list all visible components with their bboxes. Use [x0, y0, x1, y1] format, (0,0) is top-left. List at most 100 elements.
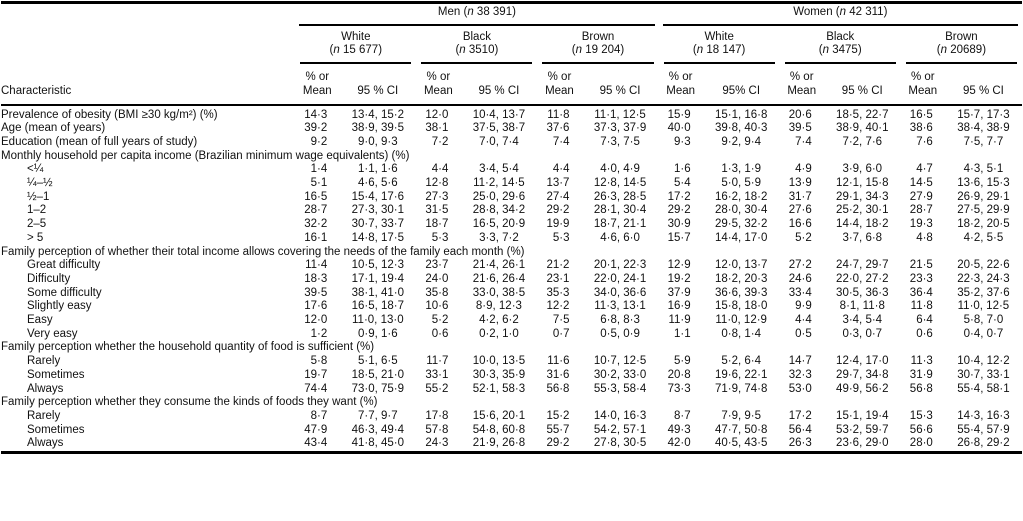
mean-value: 0·6 — [916, 327, 933, 340]
race-label: Black — [826, 30, 855, 43]
mean-value: 37·6 — [546, 122, 570, 135]
women-n-count: 42 311 — [849, 6, 884, 18]
ci-column-header: 95 % CI — [581, 64, 659, 106]
ci-value: 21·4, 26·1 — [472, 259, 526, 272]
ci-value: 7·5, 7·7 — [963, 135, 1004, 148]
ci-value: 0·8, 1·4 — [721, 327, 761, 340]
ci-value: 21·6, 26·4 — [472, 272, 526, 285]
row-label: Very easy — [27, 327, 78, 340]
ci-value: 10·0, 13·5 — [472, 355, 526, 368]
mean-value: 11·9 — [668, 314, 691, 327]
mean-value: 4·4 — [431, 163, 449, 176]
ci-value: 3·4, 5·4 — [479, 163, 519, 176]
ci-value: 3·7, 6·8 — [842, 231, 883, 244]
mean-value: 9·9 — [795, 300, 812, 313]
ci-value: 7·2, 7·6 — [842, 135, 883, 148]
mean-value: 31·9 — [909, 368, 933, 381]
mean-value: 56·8 — [909, 382, 933, 395]
ci-value: 12·0, 13·7 — [714, 259, 768, 272]
row-label: Prevalence of obesity (BMI ≥30 kg/m²) (%… — [1, 108, 218, 121]
mean-value: 1·1 — [674, 327, 691, 340]
ci-value: 5·1, 6·5 — [357, 355, 398, 368]
race-n-count: 19 204 — [585, 44, 621, 57]
ci-value: 36·6, 39·3 — [714, 286, 768, 299]
ci-value: 30·7, 33·1 — [957, 368, 1010, 381]
mean-value: 13·9 — [788, 177, 812, 190]
ci-value: 17·1, 19·4 — [351, 272, 405, 285]
table-row: Very easy 1·2 0·9, 1·6 0·6 0·2, 1·0 0·7 0·5, 0… — [1, 328, 1022, 342]
ci-value: 28·1, 30·4 — [593, 204, 647, 217]
mean-value: 53·0 — [788, 382, 812, 395]
mean-value: 4·8 — [916, 231, 933, 244]
mean-value: 7·6 — [916, 135, 933, 148]
ci-value: 19·6, 22·1 — [714, 368, 768, 381]
ci-value: 7·3, 7·5 — [600, 135, 640, 148]
mean-value: 24·0 — [425, 272, 449, 285]
mean-value: 27·2 — [788, 259, 812, 272]
ci-value: 20·5, 22·6 — [957, 259, 1010, 272]
ci-value: 22·0, 27·2 — [836, 272, 889, 285]
ci-value: 4·6, 6·0 — [600, 231, 640, 244]
mean-value: 7·2 — [431, 135, 449, 148]
ci-value: 22·0, 24·1 — [593, 272, 647, 285]
mean-value: 56·8 — [546, 382, 570, 395]
ci-value: 4·3, 5·1 — [963, 163, 1004, 176]
mean-value: 39·2 — [304, 122, 328, 135]
ci-value: 6·8, 8·3 — [600, 314, 640, 327]
ci-value: 35·2, 37·6 — [957, 286, 1010, 299]
mean-value: 33·4 — [788, 286, 812, 299]
ci-value: 30·2, 33·0 — [593, 368, 647, 381]
ci-value: 16·2, 18·2 — [714, 190, 768, 203]
mean-value: 11·8 — [547, 108, 570, 121]
ci-value: 54·8, 60·8 — [472, 423, 526, 436]
n-symbol: n — [467, 6, 474, 18]
ci-column-header: 95 % CI — [460, 64, 538, 106]
section-row: Family perception whether they consume t… — [1, 396, 1022, 410]
section-label: Family perception whether the household … — [1, 341, 375, 354]
women-black-header: Black (n 3475) — [780, 26, 901, 65]
row-label: Age (mean of years) — [1, 122, 106, 135]
ci-value: 73·0, 75·9 — [351, 382, 405, 395]
characteristics-table: Men (n 38 391) Women (n 42 311) White (n … — [1, 1, 1022, 455]
mean-value: 33·1 — [425, 368, 449, 381]
mean-value: 28·7 — [304, 204, 328, 217]
mean-value: 35·3 — [546, 286, 570, 299]
ci-value: 46·3, 49·4 — [351, 423, 405, 436]
mean-value: 32·2 — [304, 218, 328, 231]
table-row: Some difficulty 39·5 38·1, 41·0 35·8 33·0, 3… — [1, 287, 1022, 301]
ci-value: 18·2, 20·3 — [714, 272, 768, 285]
ci-value: 28·8, 34·2 — [472, 204, 526, 217]
table-row: 1–2 28·7 27·3, 30·1 31·5 28·8, 34·2 29·2 28·1,… — [1, 204, 1022, 218]
race-label: Black — [462, 30, 491, 43]
mean-value: 11·7 — [426, 355, 449, 368]
mean-value: 19·7 — [304, 368, 328, 381]
mean-value: 17·2 — [667, 190, 691, 203]
ci-value: 38·1, 41·0 — [351, 286, 405, 299]
mean-value: 23·1 — [546, 272, 570, 285]
ci-value: 9·0, 9·3 — [357, 135, 398, 148]
mean-value: 27·9 — [909, 190, 933, 203]
ci-value: 21·9, 26·8 — [472, 437, 526, 450]
n-symbol: n — [575, 44, 583, 57]
ci-value: 23·6, 29·0 — [836, 437, 889, 450]
mean-value: 17·8 — [425, 409, 449, 422]
ci-value: 40·5, 43·5 — [714, 437, 768, 450]
mean-value: 49·3 — [667, 423, 691, 436]
mean-value: 4·4 — [795, 314, 812, 327]
ci-value: 7·0, 7·4 — [479, 135, 519, 148]
table-row: Easy 12·0 11·0, 13·0 5·2 4·2, 6·2 7·5 6·8, 8·3… — [1, 314, 1022, 328]
table-row: Rarely 8·7 7·7, 9·7 17·8 15·6, 20·1 15·2 14·0,… — [1, 410, 1022, 424]
mean-value: 32·3 — [788, 368, 812, 381]
ci-value: 4·6, 5·6 — [357, 177, 398, 190]
mean-value: 17·6 — [304, 300, 328, 313]
ci-value: 0·3, 0·7 — [842, 327, 883, 340]
mean-value: 56·6 — [909, 423, 933, 436]
ci-column-header: 95 % CI — [944, 64, 1022, 106]
ci-value: 12·8, 14·5 — [593, 177, 647, 190]
mean-value: 5·2 — [431, 314, 449, 327]
row-label: Some difficulty — [27, 286, 102, 299]
table-row: Age (mean of years) 39·2 38·9, 39·5 38·1 37·… — [1, 122, 1022, 136]
n-symbol: n — [839, 6, 847, 18]
ci-value: 15·7, 17·3 — [957, 108, 1010, 121]
ci-value: 11·3, 13·1 — [594, 300, 646, 313]
